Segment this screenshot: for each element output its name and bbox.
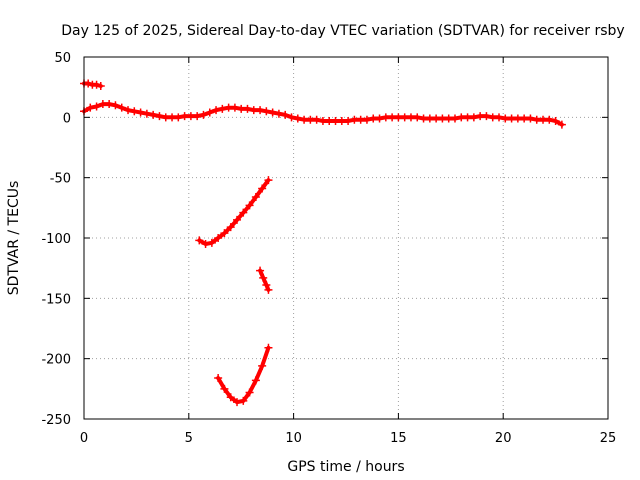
data-point	[293, 114, 302, 123]
data-point	[220, 229, 229, 238]
data-point	[287, 113, 296, 122]
series-group	[80, 79, 566, 407]
series-arc-3	[214, 343, 273, 407]
data-point	[259, 273, 268, 282]
data-point	[207, 238, 216, 247]
x-tick-label: 20	[495, 431, 512, 446]
data-point	[251, 192, 260, 201]
data-point	[258, 184, 267, 193]
x-axis-label: GPS time / hours	[287, 459, 404, 475]
data-point	[226, 393, 235, 402]
data-point	[233, 215, 242, 224]
y-tick-label: 50	[54, 51, 71, 66]
y-axis-label: SDTVAR / TECUs	[6, 181, 22, 296]
y-tick-label: -200	[41, 353, 71, 368]
data-point	[195, 236, 204, 245]
data-point	[557, 120, 566, 129]
y-tick-label: -50	[50, 172, 71, 187]
data-point	[245, 388, 254, 397]
series-arc-2	[256, 266, 273, 294]
data-point	[214, 373, 223, 382]
series-line	[258, 268, 271, 292]
data-point	[450, 114, 459, 123]
data-point	[92, 102, 101, 111]
x-tick-label: 15	[390, 431, 407, 446]
data-point	[258, 361, 267, 370]
data-point	[239, 396, 248, 405]
data-point	[251, 376, 260, 385]
data-point	[117, 103, 126, 112]
data-point	[201, 240, 210, 249]
data-point	[205, 108, 214, 117]
data-point	[495, 113, 504, 122]
axis-ticks: 0 5 10 15 20 25 50 0 -50 -100 -150 -200 -250	[41, 51, 616, 446]
data-point	[84, 79, 93, 88]
data-point	[256, 106, 265, 115]
data-point	[96, 81, 105, 90]
data-point	[344, 116, 353, 125]
data-point	[111, 101, 120, 110]
y-tick-label: -250	[41, 413, 71, 428]
series-line	[216, 345, 271, 405]
data-point	[239, 208, 248, 217]
data-point	[262, 281, 271, 290]
data-point	[245, 201, 254, 210]
data-point	[274, 109, 283, 118]
data-point	[413, 113, 422, 122]
data-point	[526, 114, 535, 123]
x-tick-label: 0	[80, 431, 88, 446]
x-tick-label: 25	[600, 431, 617, 446]
data-point	[149, 110, 158, 119]
data-point	[105, 100, 114, 109]
data-point	[199, 110, 208, 119]
data-point	[281, 110, 290, 119]
data-point	[130, 107, 139, 116]
data-point	[233, 398, 242, 407]
data-point	[214, 234, 223, 242]
grid-lines	[84, 57, 608, 419]
data-point	[86, 103, 95, 112]
data-point	[243, 104, 252, 113]
data-point	[220, 384, 229, 393]
data-point	[482, 112, 491, 121]
x-tick-label: 10	[285, 431, 302, 446]
chart-title: Day 125 of 2025, Sidereal Day-to-day VTE…	[61, 23, 624, 39]
y-tick-label: -150	[41, 292, 71, 307]
data-point	[136, 108, 145, 117]
data-point	[174, 113, 183, 122]
data-point	[375, 114, 384, 123]
data-point	[551, 116, 560, 125]
data-point	[193, 112, 202, 121]
data-point	[268, 108, 277, 117]
data-point	[230, 103, 239, 112]
data-point	[262, 107, 271, 116]
y-tick-label: 0	[63, 111, 71, 126]
plot-frame	[83, 56, 609, 420]
series-line	[197, 178, 271, 246]
data-point	[155, 112, 164, 121]
series-main	[80, 100, 566, 129]
data-point	[545, 115, 554, 124]
data-point	[226, 223, 235, 232]
y-tick-label: -100	[41, 232, 71, 247]
data-point	[212, 106, 221, 115]
data-point	[124, 106, 133, 115]
x-tick-label: 5	[185, 431, 193, 446]
series-arc-1	[195, 176, 273, 249]
data-point	[256, 266, 265, 275]
data-point	[312, 115, 321, 124]
data-point	[218, 104, 227, 113]
data-point	[362, 115, 371, 124]
data-point	[264, 285, 273, 294]
data-point	[469, 113, 478, 122]
data-point	[264, 176, 273, 185]
data-point	[264, 343, 273, 352]
data-point	[92, 80, 101, 89]
data-point	[142, 109, 151, 118]
